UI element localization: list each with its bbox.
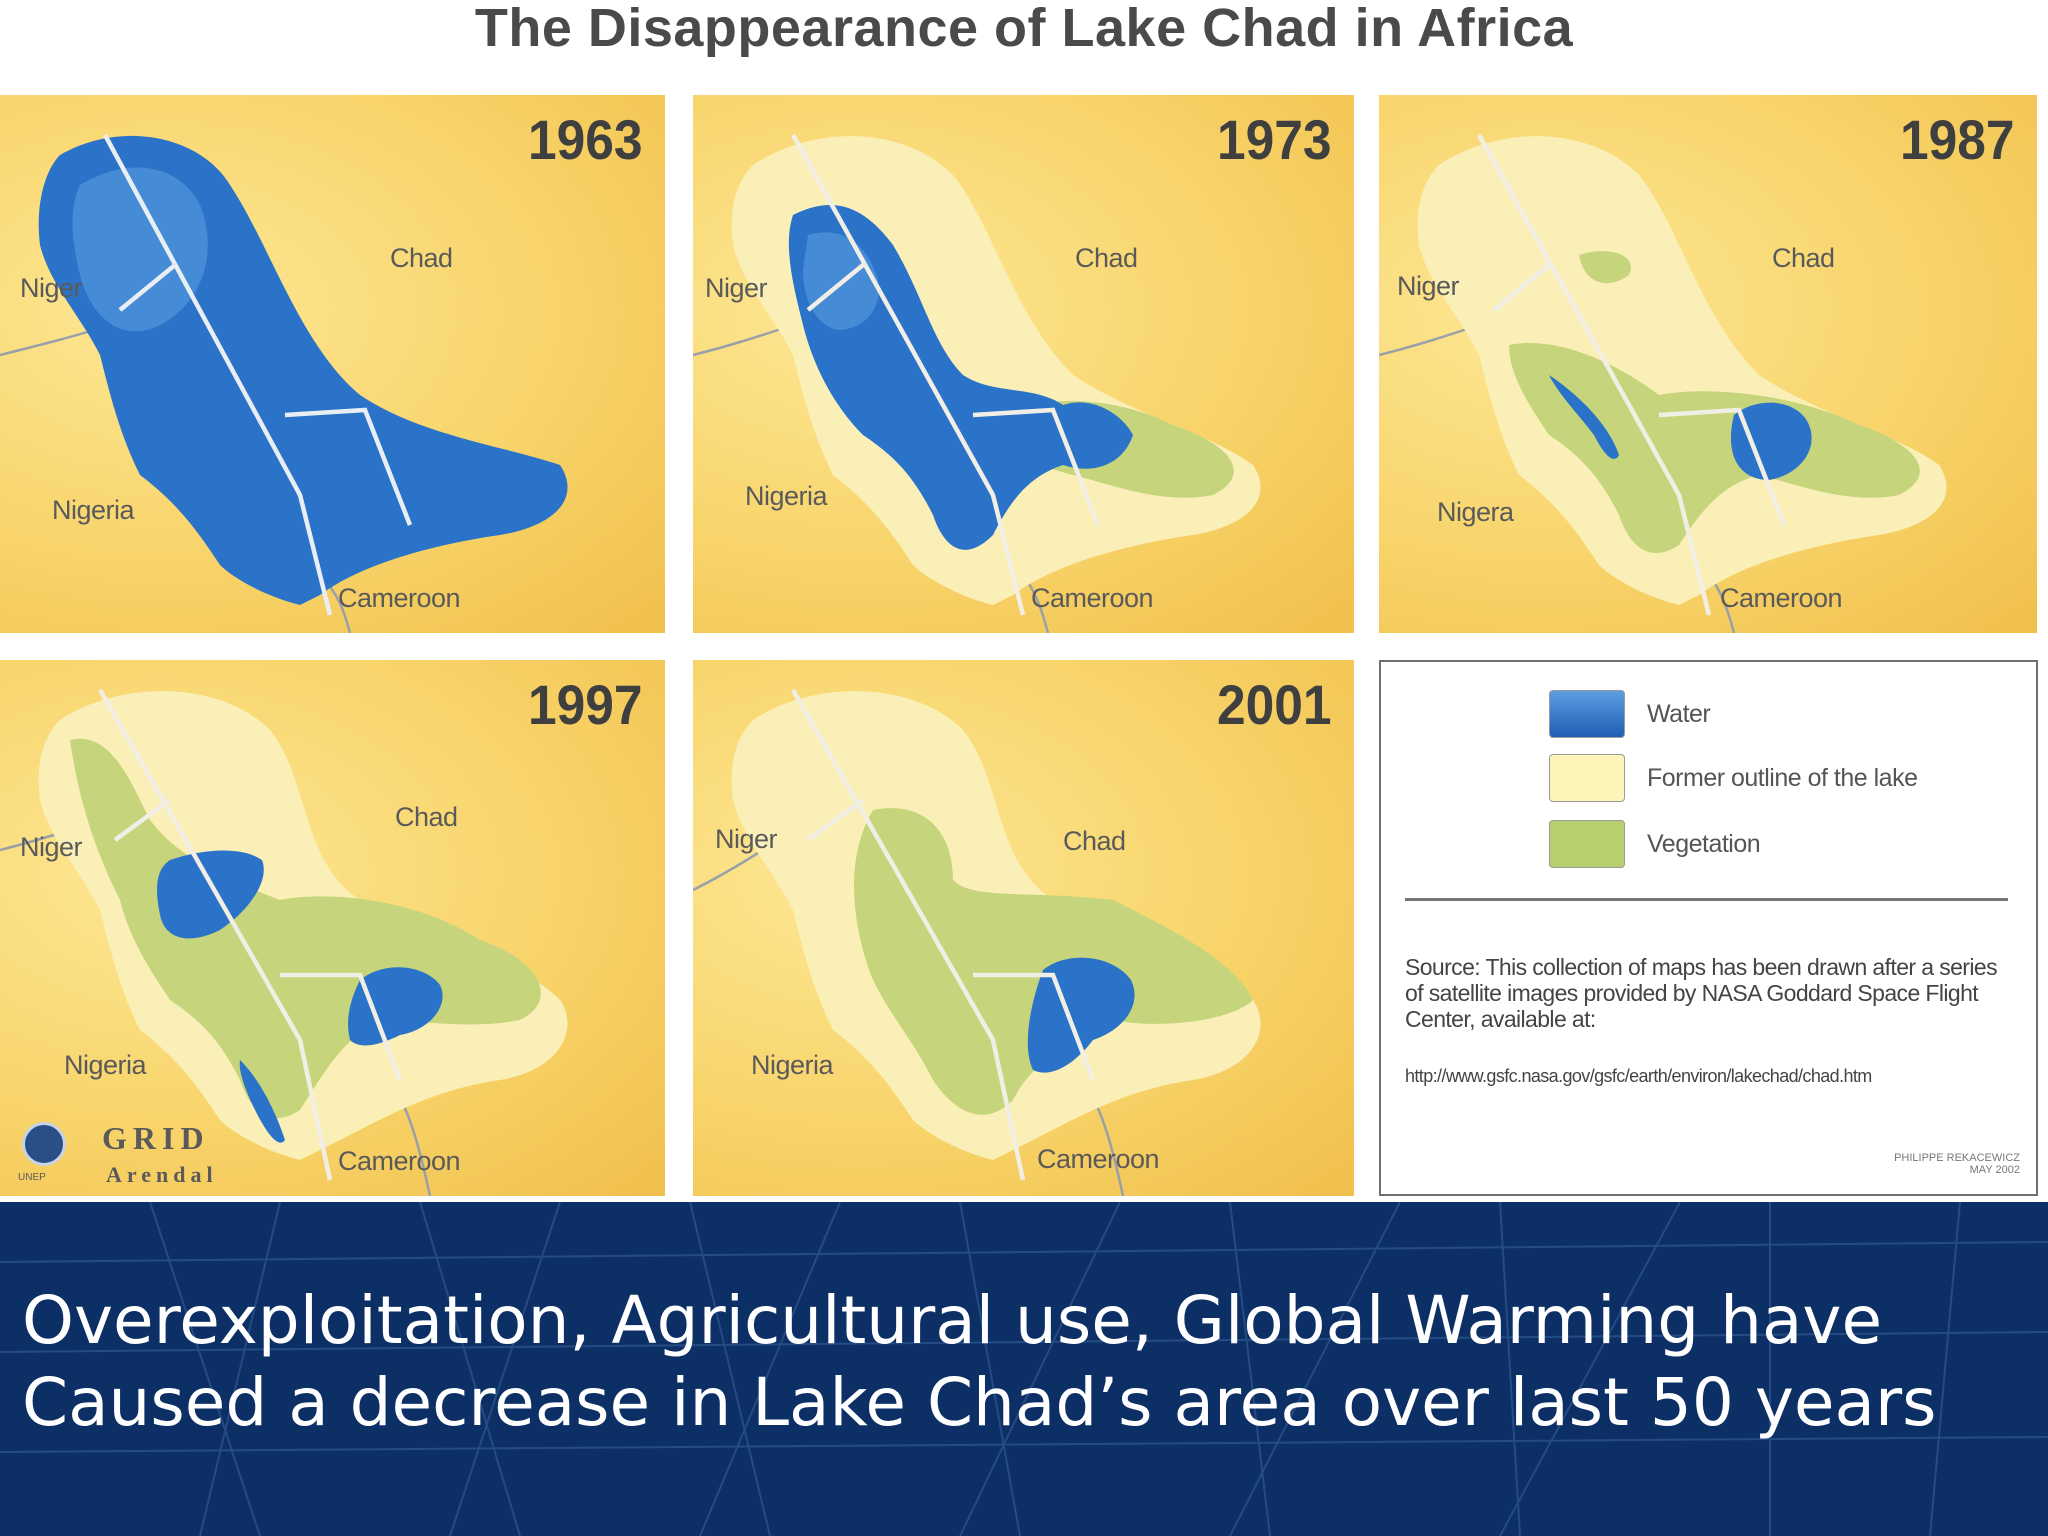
country-label-nigeria: Nigeria	[745, 481, 828, 511]
country-label-niger: Niger	[715, 824, 778, 854]
year-label: 1997	[528, 673, 643, 736]
legend-label-former-outline: Former outline of the lake	[1647, 764, 1918, 792]
country-label-nigeria: Nigeria	[751, 1050, 834, 1080]
map-panel-1997: 1997 Niger Chad Nigeria Cameroon	[0, 660, 665, 1196]
unep-emblem-icon	[22, 1122, 66, 1166]
legend-credit: PHILIPPE REKACEWICZ MAY 2002	[1894, 1152, 2020, 1176]
former-outline	[731, 136, 1261, 605]
lake-map-2001	[693, 688, 1261, 1196]
water-area	[1027, 957, 1135, 1073]
caption-text: Overexploitation, Agricultural use, Glob…	[22, 1280, 2032, 1444]
legend-label-vegetation: Vegetation	[1647, 830, 1761, 858]
water-area	[157, 850, 264, 939]
country-label-nigeria: Nigera	[1437, 497, 1514, 527]
country-label-niger: Niger	[20, 832, 83, 862]
country-label-chad: Chad	[390, 243, 453, 273]
water-channel	[1549, 375, 1619, 459]
river	[693, 323, 794, 357]
caption-line-2: Caused a decrease in Lake Chad’s area ov…	[22, 1364, 1937, 1441]
legend-credit-author: PHILIPPE REKACEWICZ	[1894, 1152, 2020, 1164]
water-channel	[239, 1060, 285, 1143]
lake-map-1973	[693, 133, 1261, 633]
legend-label-water: Water	[1647, 700, 1711, 728]
logo-grid-text: GRID	[102, 1120, 210, 1156]
year-label: 1987	[1900, 108, 2015, 171]
country-label-nigeria: Nigeria	[64, 1050, 147, 1080]
border-line	[103, 133, 413, 616]
country-label-cameroon: Cameroon	[338, 583, 461, 613]
vegetation-area	[1509, 343, 1920, 554]
year-label: 1973	[1217, 108, 1332, 171]
country-label-cameroon: Cameroon	[1037, 1144, 1160, 1174]
logo-arendal-text: Arendal	[106, 1162, 218, 1187]
map-legend: Water Former outline of the lake Vegetat…	[1379, 660, 2038, 1196]
country-label-chad: Chad	[1063, 826, 1126, 856]
border-line	[791, 688, 1096, 1181]
map-title: The Disappearance of Lake Chad in Africa	[474, 0, 1574, 58]
water-highlight	[72, 167, 208, 332]
legend-swatch-former-outline	[1549, 754, 1625, 802]
border-line	[791, 133, 1101, 616]
year-label: 2001	[1217, 673, 1332, 736]
legend-swatch-water	[1549, 690, 1625, 738]
vegetation-area	[854, 808, 1253, 1115]
lake-map-1987	[1379, 133, 1947, 633]
country-label-cameroon: Cameroon	[338, 1146, 461, 1176]
map-panel-2001: 2001 Niger Chad Nigeria Cameroon	[693, 660, 1354, 1196]
legend-source-url: http://www.gsfc.nasa.gov/gsfc/earth/envi…	[1405, 1066, 1872, 1086]
country-label-cameroon: Cameroon	[1031, 583, 1154, 613]
vegetation-area	[70, 738, 541, 1119]
legend-divider	[1405, 898, 2008, 901]
river	[1379, 323, 1480, 357]
logo-unep-text: UNEP	[18, 1172, 46, 1183]
country-label-niger: Niger	[20, 273, 83, 303]
country-label-niger: Niger	[1397, 271, 1460, 301]
water-area	[1730, 402, 1812, 480]
country-label-chad: Chad	[395, 802, 458, 832]
country-label-niger: Niger	[705, 273, 768, 303]
legend-source-text: Source: This collection of maps has been…	[1405, 954, 1998, 1032]
map-panel-1963: 1963 Niger Chad Nigeria Cameroon	[0, 95, 665, 633]
legend-swatch-vegetation	[1549, 820, 1625, 868]
lake-map-1997	[0, 688, 568, 1196]
year-label: 1963	[528, 108, 643, 171]
country-label-chad: Chad	[1772, 243, 1835, 273]
caption-line-1: Overexploitation, Agricultural use, Glob…	[22, 1282, 1883, 1359]
map-panel-1973: 1973 Niger Chad Nigeria Cameroon	[693, 95, 1354, 633]
legend-credit-date: MAY 2002	[1969, 1164, 2020, 1176]
border-line	[98, 688, 403, 1181]
border-line	[1477, 133, 1787, 616]
grid-arendal-logo: GRID Arendal UNEP	[14, 1118, 254, 1194]
country-label-chad: Chad	[1075, 243, 1138, 273]
vegetation-patch	[1579, 251, 1631, 284]
lake-map-1963	[0, 133, 568, 633]
footer-background-lines	[0, 1202, 2048, 1536]
caption-band: Overexploitation, Agricultural use, Glob…	[0, 1202, 2048, 1536]
map-panel-1987: 1987 Niger Chad Nigera Cameroon	[1379, 95, 2037, 633]
water-area	[348, 967, 443, 1046]
country-label-nigeria: Nigeria	[52, 495, 135, 525]
country-label-cameroon: Cameroon	[1720, 583, 1843, 613]
